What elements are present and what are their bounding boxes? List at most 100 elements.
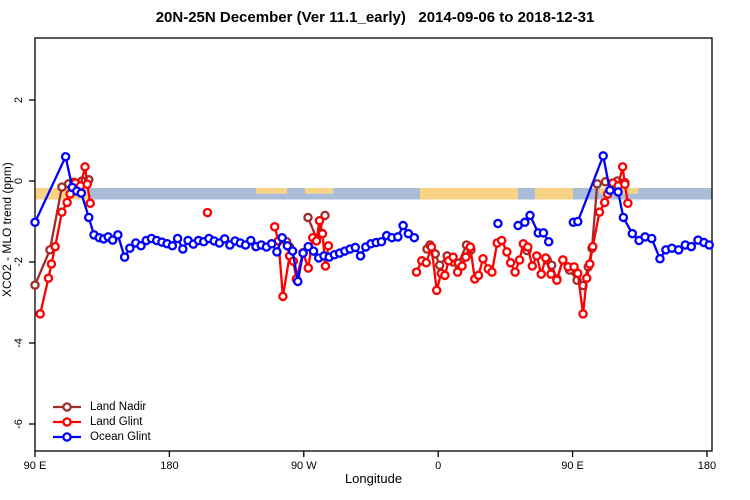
legend-label: Ocean Glint <box>90 431 151 443</box>
data-point-ocean-glint <box>172 233 183 244</box>
y-tick-label: 0 <box>13 178 25 184</box>
data-point-ocean-glint <box>627 228 638 239</box>
data-point-ocean-glint <box>76 188 87 198</box>
data-point-land-glint <box>617 162 628 172</box>
data-point-land-glint <box>620 179 630 189</box>
data-point-land-glint <box>594 207 605 217</box>
data-point-ocean-glint <box>287 246 298 256</box>
data-point-ocean-glint <box>246 235 256 246</box>
data-point-land-glint <box>599 197 610 208</box>
data-point-ocean-glint <box>219 234 230 244</box>
data-point-ocean-glint <box>266 239 277 249</box>
data-point-land-glint <box>269 222 280 232</box>
data-point-ocean-glint <box>84 212 94 223</box>
data-point-land-glint <box>514 255 525 265</box>
data-point-land-nadir <box>303 212 313 223</box>
data-point-land-glint <box>585 259 595 269</box>
x-tick-label: 180 <box>160 460 178 472</box>
data-point-ocean-glint <box>598 151 608 161</box>
data-point-land-glint <box>496 235 507 246</box>
x-tick-label: 180 <box>698 460 716 472</box>
data-point-ocean-glint <box>525 210 535 221</box>
data-point-ocean-glint <box>520 217 530 228</box>
x-tick-label: 90 E <box>24 460 47 472</box>
x-tick-label: 90 W <box>291 460 317 472</box>
data-point-ocean-glint <box>298 248 308 258</box>
data-point-ocean-glint <box>409 232 420 243</box>
data-point-land-glint <box>457 261 467 271</box>
map-strip-land-segment <box>534 188 573 200</box>
data-point-land-glint <box>440 270 450 281</box>
legend-item-land-nadir: Land Nadir <box>52 401 151 413</box>
data-point-ocean-glint <box>376 236 387 247</box>
data-point-land-glint <box>573 268 583 279</box>
data-point-land-glint <box>202 207 213 218</box>
map-strip-ocean-segment <box>333 188 420 200</box>
data-point-ocean-glint <box>136 241 146 251</box>
data-point-land-glint <box>431 285 442 296</box>
data-point-ocean-glint <box>655 254 665 264</box>
data-point-ocean-glint <box>613 187 623 197</box>
data-point-land-glint <box>540 253 551 263</box>
data-point-ocean-glint <box>673 245 684 255</box>
chart-title: 20N-25N December (Ver 11.1_early) 2014-0… <box>155 9 595 26</box>
data-point-land-glint <box>531 251 542 261</box>
data-point-ocean-glint <box>618 212 629 223</box>
data-point-ocean-glint <box>355 251 366 261</box>
data-point-ocean-glint <box>538 228 549 238</box>
data-point-land-nadir <box>434 260 445 270</box>
data-point-land-glint <box>510 267 520 277</box>
data-point-land-glint <box>35 309 45 319</box>
legend-label: Land Nadir <box>90 401 147 413</box>
data-point-land-glint <box>311 236 322 246</box>
y-tick-label: -6 <box>13 419 25 429</box>
y-tick-label: -4 <box>13 338 25 348</box>
map-strip-land-segment <box>256 188 288 194</box>
data-point-land-glint <box>623 198 633 209</box>
data-point-land-glint <box>57 207 67 217</box>
data-point-ocean-glint <box>704 240 714 250</box>
data-point-land-glint <box>426 242 437 252</box>
data-point-land-glint <box>303 263 314 273</box>
data-point-land-glint <box>461 252 471 262</box>
map-strip-land-segment <box>304 188 334 194</box>
data-point-land-glint <box>43 273 54 283</box>
data-point-ocean-glint <box>646 233 657 244</box>
x-axis-title: Longitude <box>344 471 403 486</box>
data-point-land-glint <box>278 291 288 302</box>
data-point-land-glint <box>502 247 512 257</box>
data-point-land-glint <box>527 261 538 271</box>
data-point-ocean-glint <box>272 247 282 257</box>
data-point-ocean-glint <box>113 230 123 240</box>
y-tick-label: 2 <box>13 97 25 103</box>
map-strip-ocean-segment <box>637 188 712 200</box>
data-point-land-glint <box>473 270 484 281</box>
data-point-ocean-glint <box>398 220 408 231</box>
data-point-land-glint <box>582 273 592 283</box>
data-point-land-glint <box>82 179 93 189</box>
map-strip-land-segment <box>419 188 518 200</box>
data-point-land-nadir <box>592 179 602 189</box>
data-point-land-glint <box>536 269 546 279</box>
data-point-land-glint <box>85 198 96 209</box>
data-point-ocean-glint <box>277 232 287 243</box>
data-point-ocean-glint <box>125 243 135 253</box>
data-point-ocean-glint <box>30 217 40 228</box>
data-point-land-glint <box>46 259 57 269</box>
data-point-land-glint <box>523 242 533 252</box>
map-strip-ocean-segment <box>256 193 288 200</box>
data-point-land-glint <box>546 269 556 279</box>
legend-symbol-land-nadir <box>53 402 81 412</box>
legend-marker <box>62 432 72 442</box>
data-point-ocean-glint <box>282 241 293 251</box>
map-strip-ocean-segment <box>517 188 535 200</box>
data-point-ocean-glint <box>350 242 361 253</box>
legend-item-land-glint: Land Glint <box>52 416 151 428</box>
legend-item-ocean-glint: Ocean Glint <box>52 431 151 443</box>
data-point-ocean-glint <box>605 185 615 196</box>
legend: Land Nadir Land Glint Ocean Glint <box>52 401 151 443</box>
data-point-land-glint <box>587 241 598 252</box>
data-point-land-glint <box>50 241 60 252</box>
data-point-land-glint <box>314 215 325 226</box>
